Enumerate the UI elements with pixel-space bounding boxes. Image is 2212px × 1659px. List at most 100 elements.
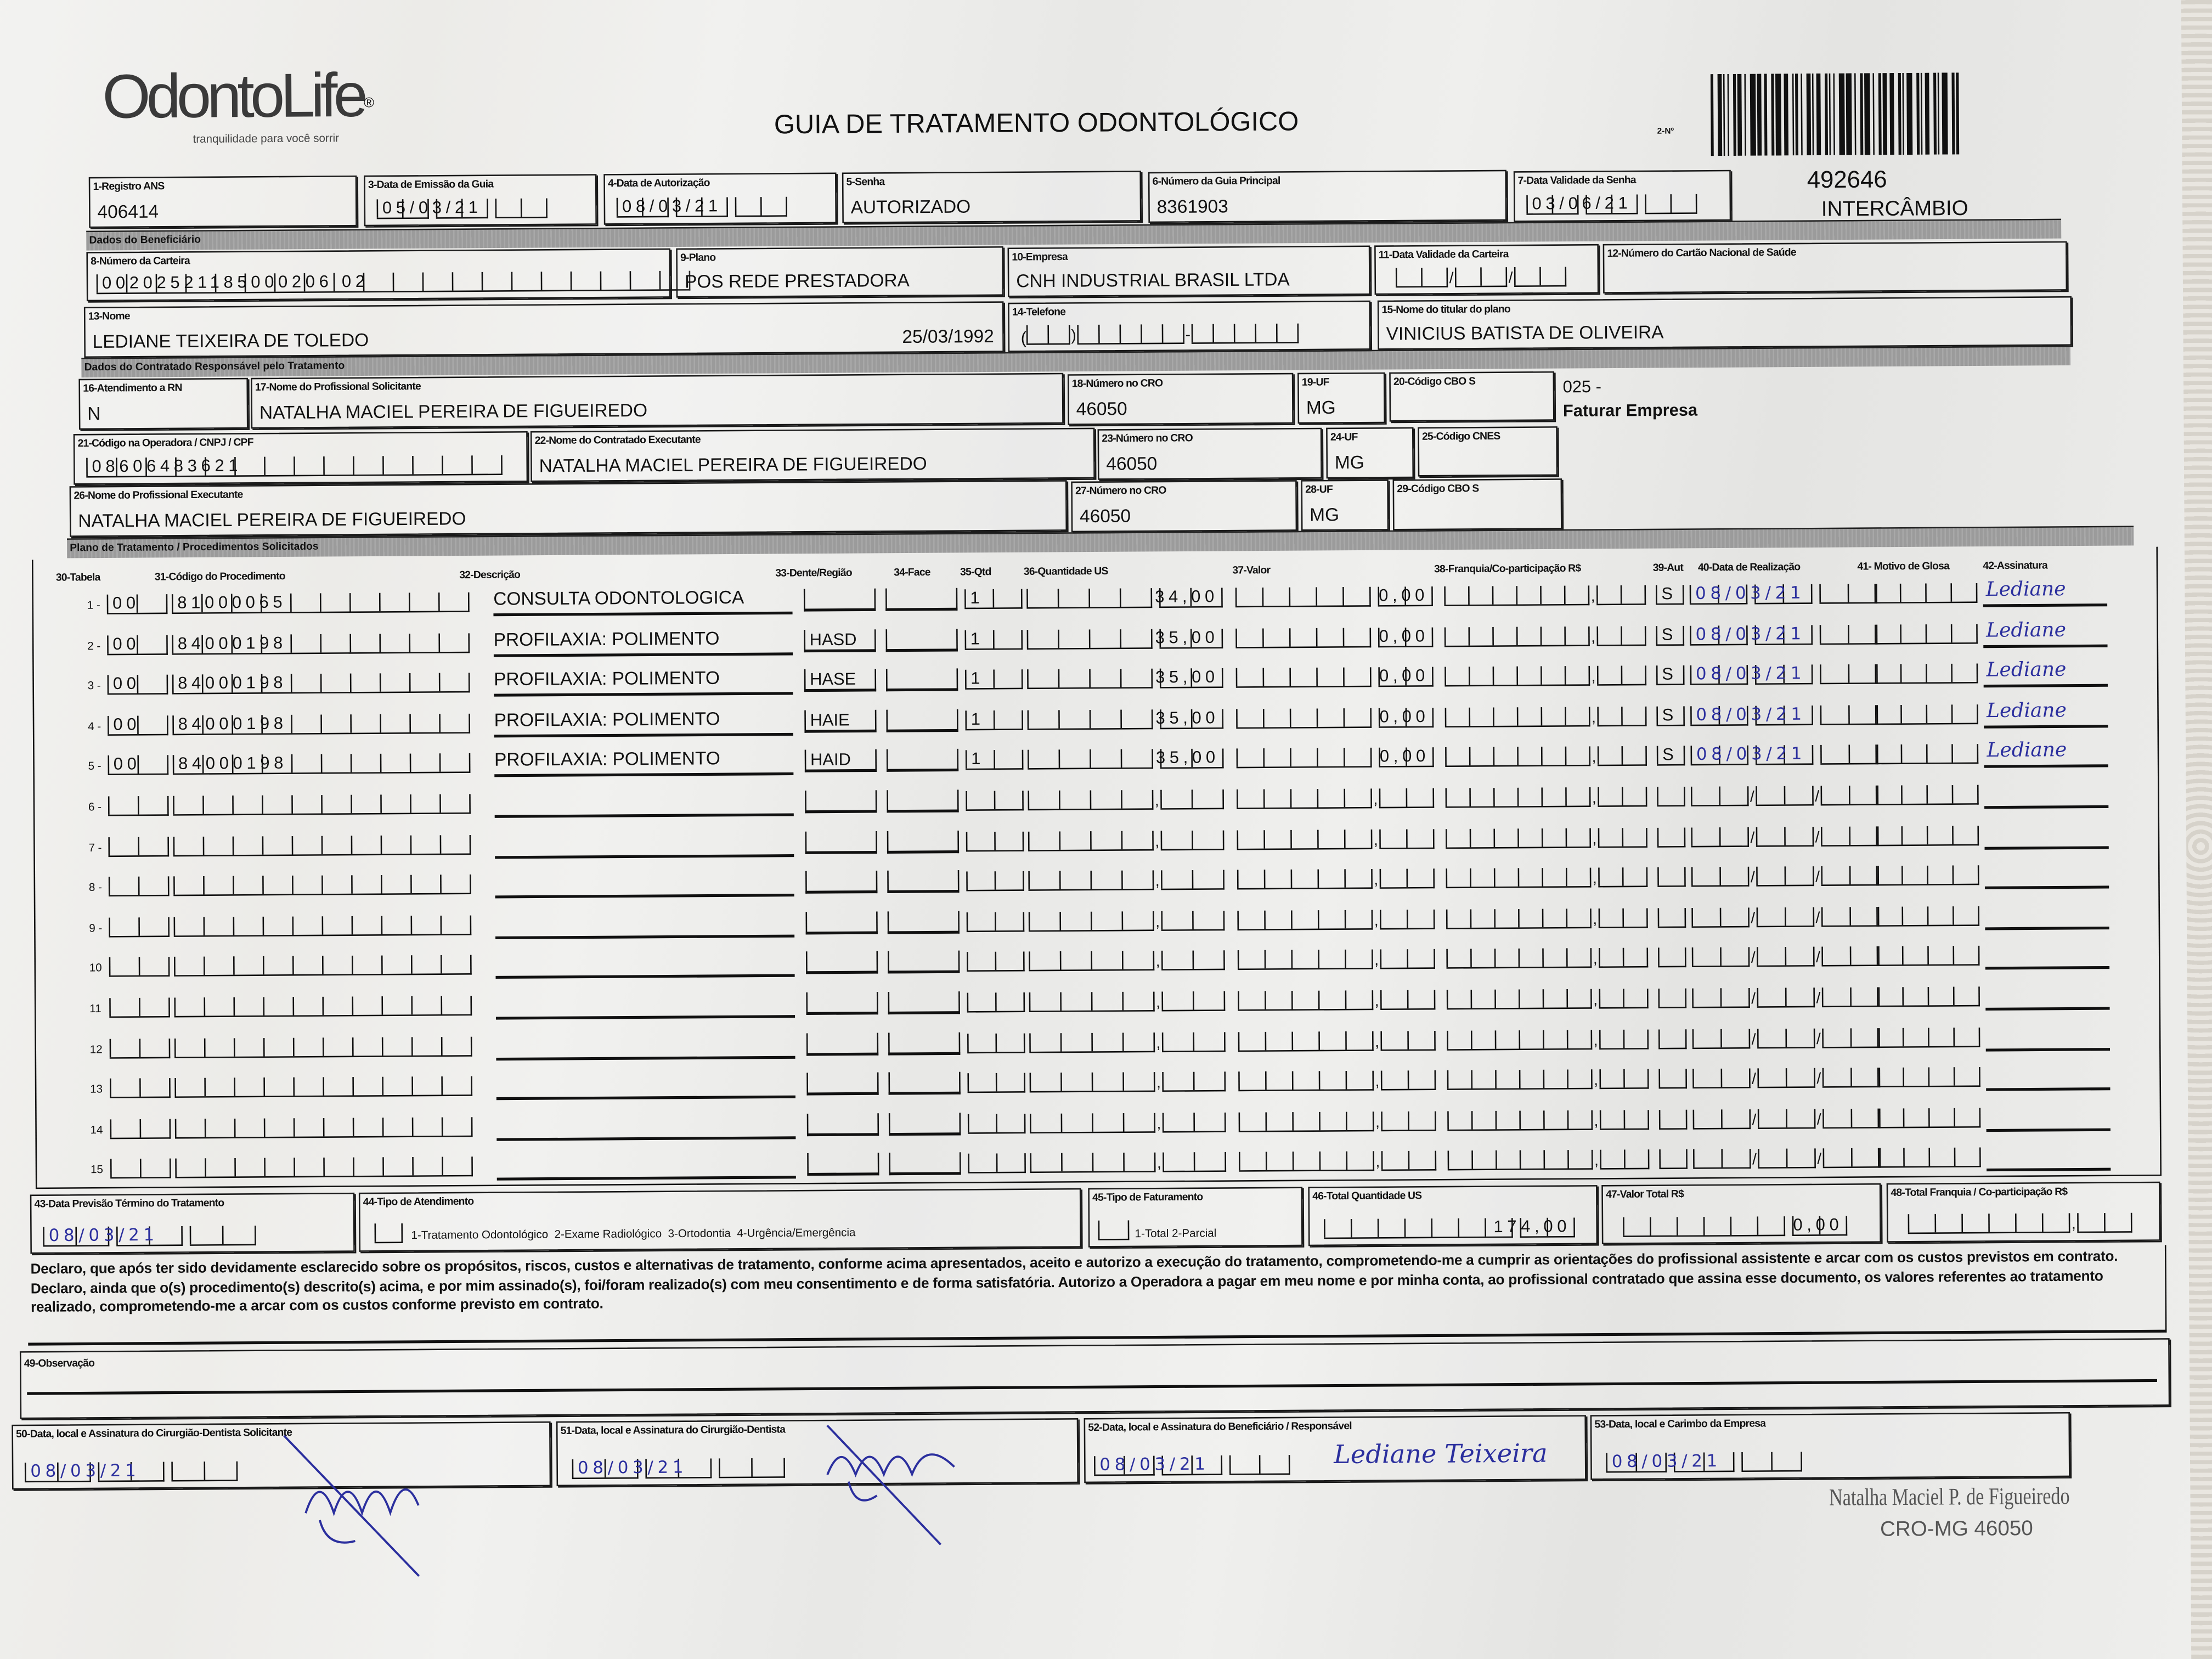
digit-cell [319,593,350,612]
col-header: 42-Assinatura [1983,558,2047,572]
cell-value: 35,00 [1155,747,1220,768]
digit-cell [1566,1029,1591,1048]
copay-cells: , [1446,867,1648,890]
field-value: NATALHA MACIEL PEREIRA DE FIGUEIREDO [259,399,648,423]
cell-grid: , [1028,910,1225,932]
procedure-code-cells [174,1116,473,1140]
cell-group [1030,1113,1156,1133]
digit-cell [1903,1108,1929,1127]
separator: , [1374,872,1379,889]
patient-signature: Lediane [1985,578,2066,602]
digit-cell [1026,589,1058,607]
cell-group [1381,1151,1437,1172]
tabela-cells [110,1159,171,1181]
quantity-cells [967,1032,1025,1054]
us-quantity-cells: , [1029,1071,1226,1094]
cell-group [1445,787,1591,808]
digit-cell [1564,666,1589,685]
digit-cell [1162,1072,1194,1091]
digit-cell [481,272,511,291]
digit-cell [264,1158,294,1177]
digit-cell [1193,1031,1224,1051]
digit-cell [1820,745,1849,764]
authorization-cells [1658,948,1686,969]
digit-cell [1060,1032,1092,1051]
digit-cell [438,673,469,692]
digit-cell [1346,1152,1373,1171]
col-header: 33-Dente/Região [775,566,852,579]
digit-cell [1470,909,1494,928]
field-valor-total: 47-Valor Total R$ 0,00 [1601,1183,1882,1245]
field-cartao-nacional-saude: 12-Número do Cartão Nacional de Saúde [1602,241,2068,294]
authorization-cells: S [1656,624,1685,647]
cell-group [174,1036,472,1058]
execution-date-cells: 08/03/21 [1690,663,1878,687]
digit-cell [108,836,138,855]
digit-cell [1950,623,1977,642]
digit-cell [1691,827,1720,845]
digit-cell [1264,950,1291,969]
digit-cell [1229,1455,1260,1474]
digit-cell [1058,709,1090,729]
field-numero-carteira: 8-Número da Carteira 00202521185000206 02 [86,248,691,302]
cell-group [1030,1153,1156,1174]
digit-cell [1926,744,1952,764]
cell-value: 00 [113,714,141,734]
digit-cell [1237,870,1264,889]
digit-cell [1928,1108,1954,1127]
separator: , [1592,749,1596,767]
digit-cell [1821,987,1850,1006]
row-number: 3 - [87,679,101,692]
cell-grid [1876,865,1979,886]
cell-value: 00 [113,754,141,775]
digit-cell [1027,709,1059,729]
separator: - [1185,327,1191,344]
cell-group [1446,908,1592,929]
digit-cell [1291,1071,1319,1090]
separator: / [1751,991,1756,1008]
digit-cell [1092,1153,1124,1172]
field-label: 28-UF [1305,482,1333,496]
execution-date-cells: / / [1692,1108,1881,1131]
cell-grid: , [1447,1109,1650,1131]
separator: / [1816,1030,1821,1048]
cell-grid: / / [1395,267,1567,288]
cell-group [173,834,471,856]
digit-cell [1518,949,1543,968]
cell-group [173,794,471,816]
separator: / [1750,870,1755,887]
quantity-cells: 1 [964,628,1023,651]
digit-cell [1850,1148,1880,1167]
separator: , [1375,1154,1380,1172]
digit-cell [1318,1030,1346,1049]
cell-group [1239,1152,1375,1172]
digit-cell [222,1226,255,1244]
digit-cell [1162,1112,1194,1131]
digit-cell [1238,1031,1265,1050]
digit-cell [292,916,322,935]
digit-cell [1289,708,1317,727]
digit-cell [1877,1068,1903,1087]
barcode-bar [1717,74,1723,156]
digit-cell [1901,866,1927,885]
digit-cell [234,1158,264,1177]
value-cells: , [1237,909,1435,932]
digit-cell [1289,627,1316,646]
separator: / [1751,910,1756,927]
col-header: 34-Face [894,565,930,579]
separator: , [1374,952,1379,970]
copay-cells: , [1446,948,1649,971]
digit-cell [1469,828,1494,847]
digit-cell [1090,749,1121,769]
digit-cell [1721,1149,1750,1168]
digit-cell [994,831,1023,850]
digit-cell [1344,910,1372,928]
barcode-bar [1771,74,1775,156]
digit-cell [1262,628,1290,646]
field-label: 43-Data Previsão Término do Tratamento [34,1196,224,1210]
digit-cell [1876,826,1901,844]
digit-cell [290,593,320,612]
digit-cell [1600,1150,1624,1169]
quantity-cells: 1 [964,588,1023,611]
digit-cell [233,916,263,935]
